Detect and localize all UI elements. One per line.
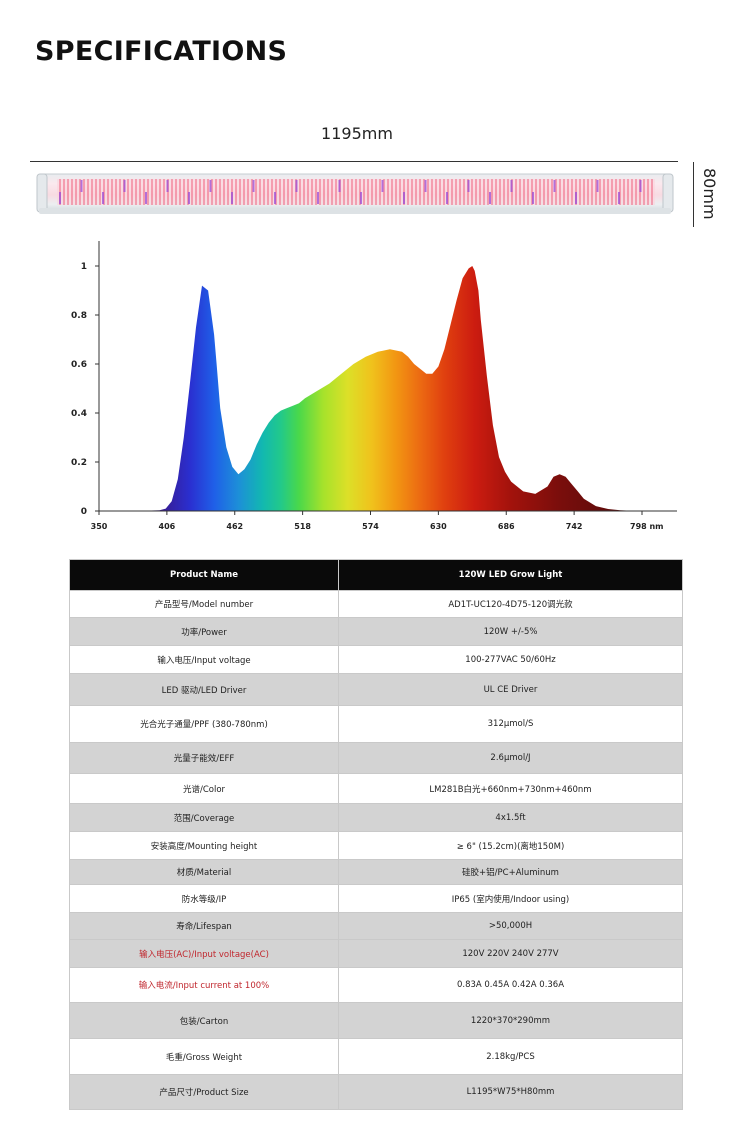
row-value: 120V 220V 240V 277V <box>338 939 683 968</box>
row-label: 安装高度/Mounting height <box>69 831 339 860</box>
row-value: UL CE Driver <box>338 673 683 706</box>
table-row-product-size: 产品尺寸/Product Size L1195*W75*H80mm <box>69 1074 683 1110</box>
x-tick-label: 798 nm <box>630 522 664 531</box>
table-row-input-voltage: 输入电压/Input voltage 100-277VAC 50/60Hz <box>69 645 683 674</box>
width-dimension-label: 1195mm <box>321 124 393 143</box>
row-label: 毛重/Gross Weight <box>69 1038 339 1075</box>
row-value: 100-277VAC 50/60Hz <box>338 645 683 674</box>
y-tick-label: 0.4 <box>71 409 87 419</box>
x-tick-label: 406 <box>159 522 176 531</box>
row-value: >50,000H <box>338 912 683 940</box>
row-value: IP65 (室内使用/Indoor using) <box>338 884 683 913</box>
table-row-mounting-height: 安装高度/Mounting height ≥ 6" (15.2cm)(离地150M… <box>69 831 683 860</box>
row-label: 输入电流/Input current at 100% <box>69 967 339 1003</box>
x-tick-label: 518 <box>294 522 311 531</box>
row-value: 2.18kg/PCS <box>338 1038 683 1075</box>
row-value: 0.83A 0.45A 0.42A 0.36A <box>338 967 683 1003</box>
table-header-value: 120W LED Grow Light <box>338 559 683 591</box>
table-row-coverage: 范围/Coverage 4x1.5ft <box>69 803 683 832</box>
width-dimension-line <box>30 161 678 162</box>
row-value: 1220*370*290mm <box>338 1002 683 1039</box>
x-tick-label: 574 <box>362 522 379 531</box>
table-header-row: Product Name 120W LED Grow Light <box>69 559 683 591</box>
row-label: 材质/Material <box>69 859 339 885</box>
y-tick-label: 0.6 <box>71 360 87 370</box>
grow-light-bar-image <box>35 170 677 220</box>
table-row-input-voltage-ac: 输入电压(AC)/Input voltage(AC) 120V 220V 240V… <box>69 939 683 968</box>
row-value: ≥ 6" (15.2cm)(离地150M) <box>338 831 683 860</box>
row-label: 范围/Coverage <box>69 803 339 832</box>
row-value: 312μmol/S <box>338 705 683 743</box>
x-tick-label: 350 <box>91 522 108 531</box>
x-tick-label: 462 <box>226 522 243 531</box>
height-dimension-label: 80mm <box>700 168 719 220</box>
y-tick-label: 1 <box>81 262 87 272</box>
row-label: 包装/Carton <box>69 1002 339 1039</box>
x-tick-label: 742 <box>566 522 583 531</box>
row-value: 硅胶+铝/PC+Aluminum <box>338 859 683 885</box>
x-tick-label: 630 <box>430 522 447 531</box>
table-row-input-current: 输入电流/Input current at 100% 0.83A 0.45A 0.… <box>69 967 683 1003</box>
table-row-material: 材质/Material 硅胶+铝/PC+Aluminum <box>69 859 683 885</box>
height-dimension-line <box>693 162 694 227</box>
table-row-gross-weight: 毛重/Gross Weight 2.18kg/PCS <box>69 1038 683 1075</box>
y-tick-label: 0.2 <box>71 458 87 468</box>
table-row-power: 功率/Power 120W +/-5% <box>69 617 683 646</box>
table-row-ppf: 光合光子通量/PPF (380-780nm) 312μmol/S <box>69 705 683 743</box>
row-label: 产品型号/Model number <box>69 590 339 618</box>
row-label: LED 驱动/LED Driver <box>69 673 339 706</box>
row-label: 输入电压(AC)/Input voltage(AC) <box>69 939 339 968</box>
row-value: L1195*W75*H80mm <box>338 1074 683 1110</box>
row-label: 功率/Power <box>69 617 339 646</box>
y-tick-label: 0.8 <box>71 311 87 321</box>
spectrum-series-area <box>99 266 657 511</box>
row-label: 寿命/Lifespan <box>69 912 339 940</box>
row-label: 光量子能效/EFF <box>69 742 339 774</box>
row-value: AD1T-UC120-4D75-120调光款 <box>338 590 683 618</box>
row-value: LM281B白光+660nm+730nm+460nm <box>338 773 683 804</box>
specifications-table: Product Name 120W LED Grow Light 产品型号/Mo… <box>69 559 683 1110</box>
y-tick-label: 0 <box>81 507 87 517</box>
table-row-color: 光谱/Color LM281B白光+660nm+730nm+460nm <box>69 773 683 804</box>
table-row-model: 产品型号/Model number AD1T-UC120-4D75-120调光款 <box>69 590 683 618</box>
row-label: 产品尺寸/Product Size <box>69 1074 339 1110</box>
row-label: 光合光子通量/PPF (380-780nm) <box>69 705 339 743</box>
row-label: 光谱/Color <box>69 773 339 804</box>
table-header-label: Product Name <box>69 559 339 591</box>
table-row-driver: LED 驱动/LED Driver UL CE Driver <box>69 673 683 706</box>
row-value: 4x1.5ft <box>338 803 683 832</box>
row-label: 防水等级/IP <box>69 884 339 913</box>
table-row-ip: 防水等级/IP IP65 (室内使用/Indoor using) <box>69 884 683 913</box>
table-row-efficiency: 光量子能效/EFF 2.6μmol/J <box>69 742 683 774</box>
spectrum-chart: 0 0.2 0.4 0.6 0.8 1 350 406 462 518 574 630 686 742 79… <box>60 236 690 536</box>
x-tick-label: 686 <box>498 522 515 531</box>
table-row-carton: 包装/Carton 1220*370*290mm <box>69 1002 683 1039</box>
row-label: 输入电压/Input voltage <box>69 645 339 674</box>
page-title: SPECIFICATIONS <box>35 36 288 67</box>
table-row-lifespan: 寿命/Lifespan >50,000H <box>69 912 683 940</box>
row-value: 120W +/-5% <box>338 617 683 646</box>
row-value: 2.6μmol/J <box>338 742 683 774</box>
